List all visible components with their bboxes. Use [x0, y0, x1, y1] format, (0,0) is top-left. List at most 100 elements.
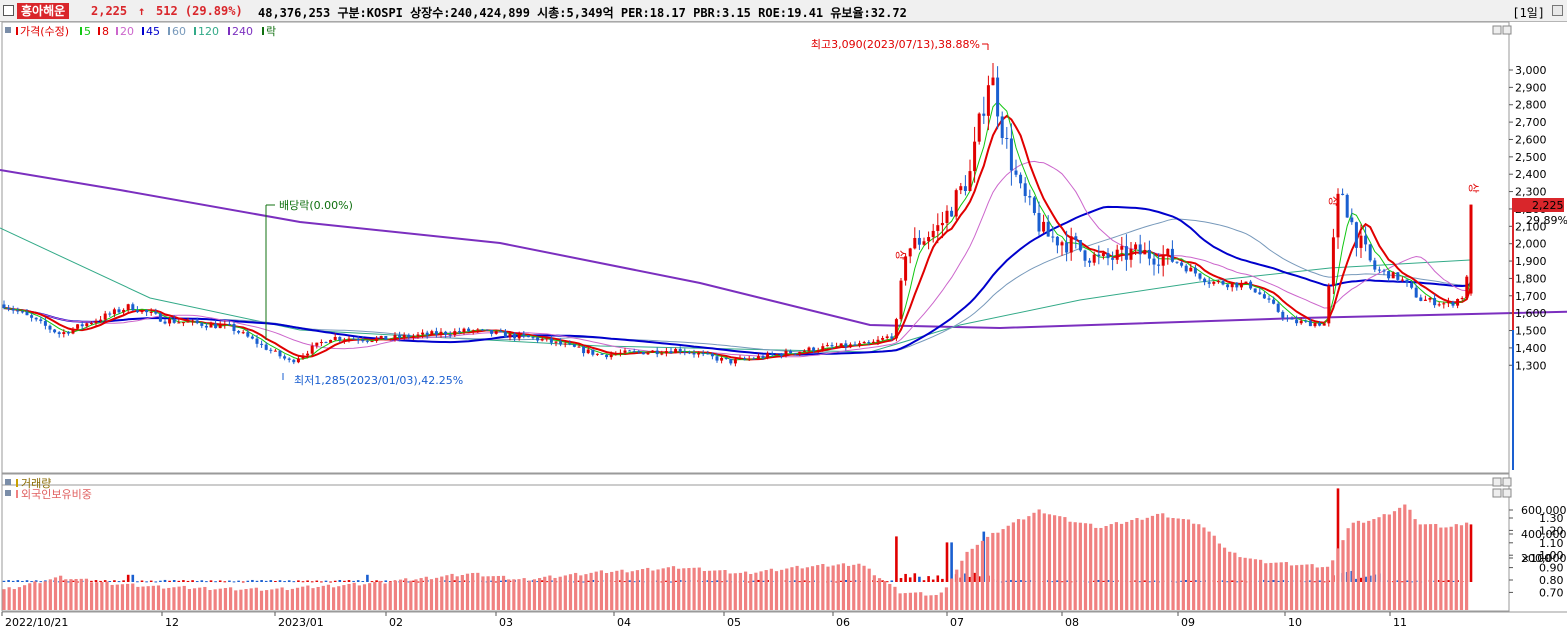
foreign-ratio-bar	[337, 586, 341, 610]
candle-body	[1051, 236, 1055, 238]
candle-body	[637, 351, 641, 353]
price-tick-label: 1,500	[1515, 325, 1547, 338]
foreign-ratio-bar	[1300, 564, 1304, 610]
candle-body	[623, 350, 627, 353]
foreign-ratio-bar	[249, 588, 253, 610]
candle-body	[641, 352, 645, 355]
volume-bar	[329, 581, 332, 583]
volume-bar	[1469, 524, 1473, 582]
candle-body	[697, 353, 701, 355]
select-checkbox[interactable]	[3, 5, 14, 16]
foreign-ratio-bar	[1068, 521, 1072, 610]
candle-body	[674, 349, 678, 354]
candle-body	[678, 349, 682, 352]
volume-bar	[62, 580, 66, 582]
foreign-ratio-bar	[285, 590, 289, 610]
foreign-ratio-bar	[733, 573, 737, 610]
candle-body	[1143, 249, 1147, 255]
foreign-ratio-bar	[929, 595, 933, 610]
period-selector[interactable]: [1일]	[1512, 6, 1545, 20]
ma-8-line	[3, 114, 1472, 361]
candle-body	[384, 335, 388, 340]
ma-240-line	[0, 169, 1567, 330]
foreign-ratio-bar	[1006, 525, 1010, 610]
candle-body	[683, 351, 687, 353]
candle-body	[605, 354, 609, 358]
volume-bar	[844, 579, 848, 582]
foreign-ratio-bar	[1197, 524, 1201, 610]
candle-body	[1019, 174, 1023, 184]
candle-body	[1046, 221, 1050, 237]
volume-bar	[310, 581, 314, 583]
foreign-ratio-bar	[707, 570, 712, 610]
stock-name-badge[interactable]: 흥아해운	[17, 3, 70, 19]
candle-body	[973, 141, 977, 172]
candle-body	[1065, 242, 1069, 253]
volume-bar	[71, 580, 75, 582]
foreign-ratio-bar	[59, 575, 63, 610]
volume-bar	[913, 573, 917, 582]
foreign-ratio-bar	[965, 551, 969, 610]
foreign-ratio-bar	[867, 568, 871, 610]
foreign-ratio-bar	[1367, 520, 1371, 610]
foreign-ratio-bar	[836, 564, 840, 610]
foreign-ratio-bar	[120, 584, 125, 610]
foreign-ratio-bar	[939, 592, 943, 610]
candle-body	[388, 338, 392, 340]
foreign-ratio-bar	[1253, 559, 1258, 610]
foreign-ratio-bar	[810, 566, 815, 610]
candle-body	[1005, 137, 1009, 139]
candle-body	[996, 77, 1000, 117]
candle-body	[1304, 320, 1308, 322]
candle-body	[7, 308, 11, 310]
volume-bar	[1364, 576, 1367, 582]
foreign-ratio-bar	[574, 572, 578, 610]
candle-body	[936, 225, 940, 231]
foreign-ratio-bar	[749, 573, 753, 610]
foreign-ratio-bar	[1269, 562, 1273, 610]
candle-body	[434, 331, 438, 335]
foreign-ratio-bar	[254, 587, 258, 610]
candle-body	[66, 332, 70, 334]
scroll-corner-button[interactable]	[1552, 5, 1563, 16]
foreign-ratio-bar	[790, 567, 794, 610]
foreign-ratio-bar	[1403, 504, 1407, 610]
foreign-ratio-bar	[754, 572, 758, 610]
price-tick-label: 2,100	[1515, 220, 1547, 233]
price-tick-label: 2,700	[1515, 116, 1547, 129]
volume-bar	[1447, 580, 1450, 582]
candle-body	[154, 311, 158, 314]
candle-body	[490, 329, 494, 334]
candle-body	[1193, 267, 1197, 274]
legend-ma-label: 60	[172, 25, 186, 38]
candle-body	[1175, 261, 1179, 263]
foreign-ratio-bar	[1331, 560, 1335, 610]
volume-bar	[582, 581, 585, 583]
volume-bar	[720, 581, 723, 583]
stock-header-bar: 흥아해운 2,225 ↑ 512 (29.89%) 48,376,253 구분:…	[0, 0, 1567, 22]
x-tick-label: 08	[1065, 616, 1079, 629]
volume-bar	[839, 580, 843, 582]
foreign-ratio-bar	[316, 586, 320, 610]
foreign-ratio-bar	[203, 586, 207, 610]
candle-body	[457, 331, 461, 333]
volume-bar	[711, 581, 714, 583]
foreign-ratio-bar	[182, 585, 186, 610]
candle-body	[1083, 250, 1087, 261]
volume-bar	[251, 579, 254, 582]
volume-bar	[25, 580, 29, 582]
foreign-ratio-bar	[568, 574, 573, 610]
price-panel-frame	[1, 21, 1510, 474]
volume-bar	[1010, 579, 1013, 582]
foreign-ratio-bar	[398, 579, 403, 610]
foreign-ratio-bar	[996, 532, 1000, 610]
volume-bar	[154, 581, 158, 583]
candle-body	[835, 346, 839, 348]
foreign-ratio-bar	[682, 568, 686, 610]
volume-bar	[117, 581, 121, 583]
legend-ma-label: 120	[198, 25, 219, 38]
foreign-ratio-bar	[362, 584, 367, 610]
candle-body	[1281, 311, 1285, 318]
foreign-tick-label: 0.70	[1539, 586, 1564, 599]
